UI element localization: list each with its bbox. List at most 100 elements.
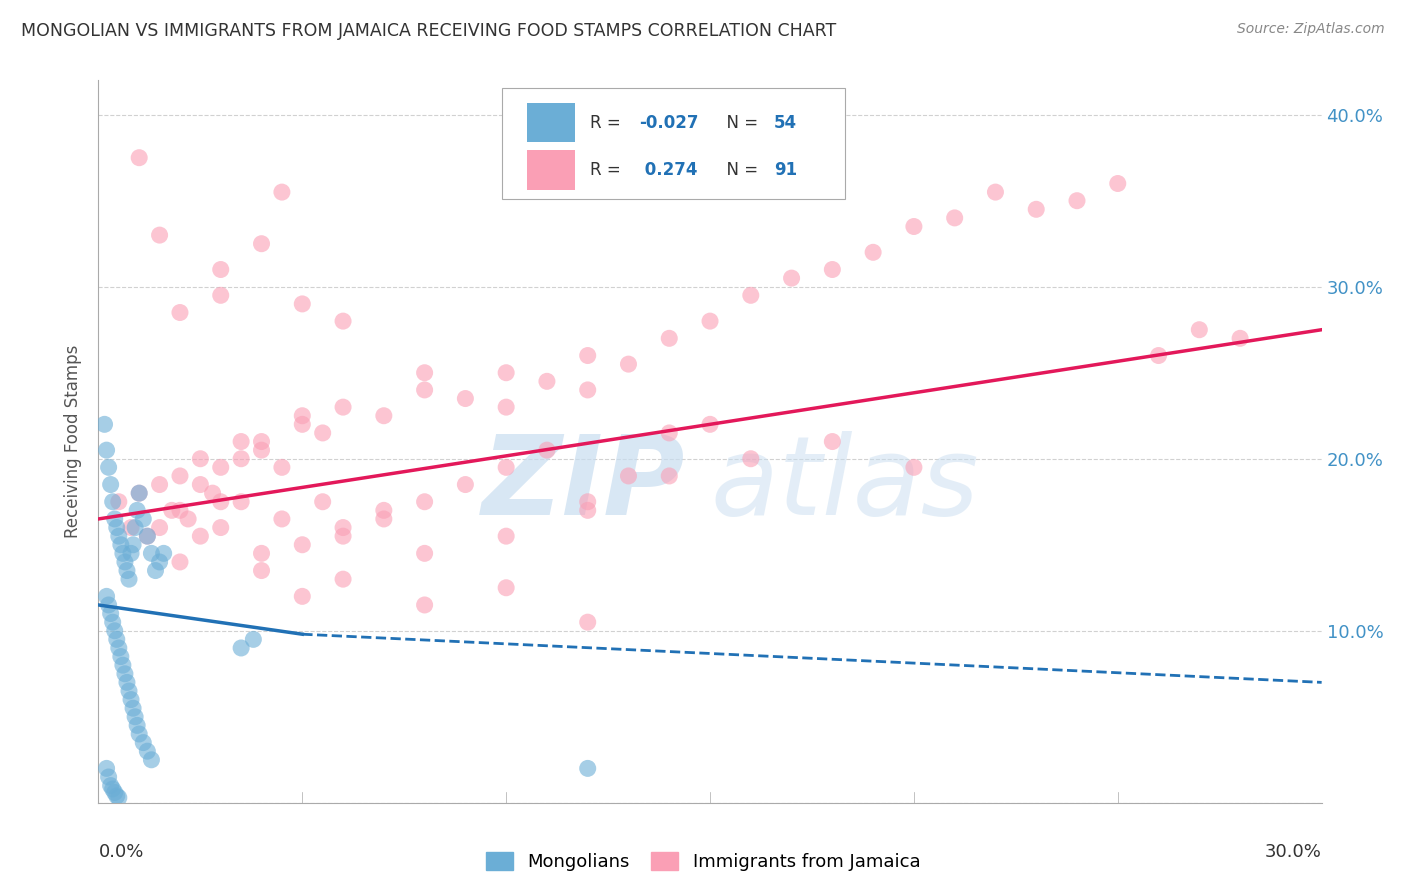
Point: [231, 451, 253, 466]
Point: [127, 718, 149, 732]
Point: [536, 443, 558, 458]
Point: [104, 785, 127, 799]
Point: [118, 572, 141, 586]
Point: [413, 546, 436, 560]
Point: [495, 581, 517, 595]
Point: [114, 555, 136, 569]
Point: [495, 366, 517, 380]
Point: [699, 314, 721, 328]
Point: [413, 366, 436, 380]
Point: [141, 753, 163, 767]
Point: [149, 477, 172, 491]
Legend: Mongolians, Immigrants from Jamaica: Mongolians, Immigrants from Jamaica: [478, 845, 928, 879]
Point: [1147, 349, 1170, 363]
Text: N =: N =: [716, 113, 763, 131]
Point: [136, 529, 159, 543]
Point: [576, 615, 599, 630]
Point: [495, 460, 517, 475]
Point: [291, 538, 314, 552]
Point: [250, 236, 273, 251]
Point: [149, 555, 172, 569]
Point: [120, 520, 142, 534]
Point: [115, 564, 138, 578]
Point: [413, 598, 436, 612]
Y-axis label: Receiving Food Stamps: Receiving Food Stamps: [65, 345, 83, 538]
Point: [100, 607, 122, 621]
Point: [1066, 194, 1088, 208]
Point: [160, 503, 183, 517]
Point: [136, 529, 159, 543]
Point: [128, 151, 150, 165]
Point: [373, 512, 395, 526]
Point: [1188, 323, 1211, 337]
Point: [617, 469, 640, 483]
Point: [576, 349, 599, 363]
Point: [127, 503, 149, 517]
Point: [332, 520, 354, 534]
Point: [169, 469, 191, 483]
Bar: [527, 150, 575, 190]
Point: [100, 477, 122, 491]
Point: [1229, 331, 1251, 345]
Point: [250, 434, 273, 449]
Point: [128, 727, 150, 741]
Point: [188, 451, 212, 466]
Point: [97, 598, 120, 612]
Point: [270, 460, 294, 475]
Point: [111, 658, 134, 673]
Point: [96, 443, 118, 458]
Text: 30.0%: 30.0%: [1265, 843, 1322, 861]
Point: [104, 512, 127, 526]
Point: [136, 744, 159, 758]
Point: [740, 288, 762, 302]
Point: [169, 503, 191, 517]
Point: [413, 383, 436, 397]
Point: [108, 640, 131, 655]
Point: [231, 494, 253, 508]
Point: [821, 262, 844, 277]
Point: [454, 392, 477, 406]
Point: [209, 494, 232, 508]
Point: [97, 770, 120, 784]
Point: [101, 782, 124, 797]
Point: [118, 684, 141, 698]
Point: [108, 790, 131, 805]
Point: [231, 640, 253, 655]
FancyBboxPatch shape: [502, 87, 845, 200]
Text: R =: R =: [591, 113, 626, 131]
Point: [821, 434, 844, 449]
Point: [114, 666, 136, 681]
Point: [231, 434, 253, 449]
Point: [576, 761, 599, 775]
Point: [132, 735, 155, 749]
Point: [332, 400, 354, 414]
Point: [141, 546, 163, 560]
Point: [149, 228, 172, 243]
Point: [96, 761, 118, 775]
Point: [108, 494, 131, 508]
Point: [373, 409, 395, 423]
Point: [984, 185, 1007, 199]
Point: [124, 710, 146, 724]
Point: [242, 632, 264, 647]
Point: [132, 512, 155, 526]
Point: [332, 572, 354, 586]
Text: Source: ZipAtlas.com: Source: ZipAtlas.com: [1237, 22, 1385, 37]
Point: [105, 632, 128, 647]
Point: [373, 503, 395, 517]
Point: [291, 590, 314, 604]
Point: [209, 520, 232, 534]
Point: [96, 590, 118, 604]
Point: [97, 460, 120, 475]
Point: [270, 512, 294, 526]
Point: [576, 383, 599, 397]
Point: [332, 314, 354, 328]
Bar: [527, 103, 575, 143]
Point: [291, 409, 314, 423]
Point: [124, 520, 146, 534]
Point: [104, 624, 127, 638]
Point: [658, 469, 681, 483]
Point: [250, 564, 273, 578]
Point: [188, 477, 212, 491]
Point: [1107, 177, 1129, 191]
